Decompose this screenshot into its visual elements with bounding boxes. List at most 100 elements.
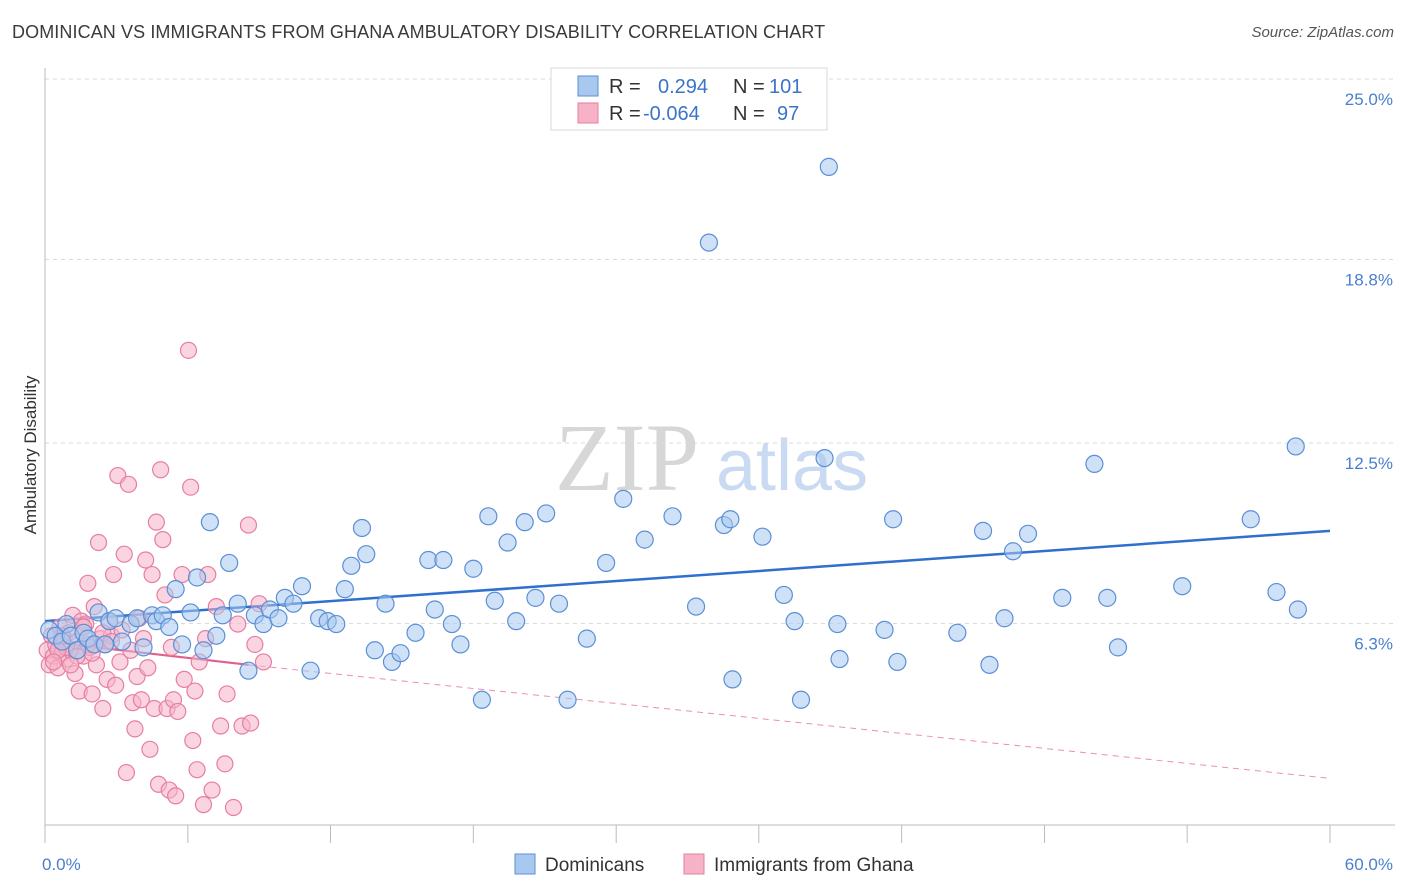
ghana-point (79, 574, 97, 592)
dominican-point (785, 612, 804, 631)
dominican-point (791, 690, 811, 709)
dominican-point (451, 635, 470, 654)
dominican-point (721, 510, 740, 529)
ghana-point (194, 796, 213, 814)
ghana-point (167, 787, 185, 805)
ghana-point (229, 615, 247, 633)
ghana-point (254, 653, 273, 671)
ghana-point (119, 475, 138, 493)
bottom-legend-label-ghana: Immigrants from Ghana (714, 855, 914, 876)
dominican-point (68, 641, 87, 660)
dominican-point (292, 577, 312, 596)
ghana-point (169, 702, 187, 721)
ghana-point (143, 565, 161, 584)
ghana-point (216, 755, 234, 773)
dominican-point (269, 609, 288, 628)
dominican-point (498, 533, 517, 552)
dominican-point (723, 670, 742, 689)
dominican-point (301, 661, 320, 680)
chart-title: DOMINICAN VS IMMIGRANTS FROM GHANA AMBUL… (12, 22, 826, 42)
dominican-point (1241, 510, 1260, 529)
dominican-point (830, 649, 849, 669)
ghana-point (175, 670, 193, 689)
dominican-point (577, 629, 596, 648)
trend-lines (44, 529, 1331, 779)
dominican-point (686, 597, 706, 616)
dominican-point (112, 632, 132, 651)
x-tick-label-max: 60.0% (1345, 855, 1393, 874)
axes (44, 68, 1395, 826)
dominican-point (883, 510, 903, 529)
dominican-point (1288, 600, 1307, 619)
dominican-point (507, 612, 526, 631)
legend-r-label-1: R = (609, 76, 641, 98)
ghana-point (152, 461, 170, 479)
data-points (38, 157, 1307, 817)
ghana-point (117, 763, 135, 782)
y-tick-label: 12.5% (1345, 454, 1393, 473)
ghana-point (242, 714, 260, 732)
dominican-point (526, 588, 545, 607)
dominican-point (391, 644, 410, 663)
dominican-point (284, 594, 303, 613)
ghana-point (212, 717, 230, 735)
dominican-point (1286, 437, 1305, 456)
dominican-point (753, 527, 772, 546)
legend-n-label-1: N = (733, 76, 765, 98)
dominican-point (95, 635, 115, 654)
bottom-legend-label-dominicans: Dominicans (545, 855, 644, 876)
dominican-point (819, 157, 838, 176)
dominican-point (479, 507, 498, 526)
y-tick-label: 6.3% (1354, 635, 1393, 654)
dominican-point (434, 550, 453, 570)
ghana-point (83, 685, 101, 703)
dominican-point (406, 623, 425, 642)
dominican-point (973, 521, 993, 540)
axis-labels: 6.3% 12.5% 18.8% 25.0% 0.0% 60.0% (42, 90, 1393, 874)
ghana-point (104, 565, 123, 584)
dominican-point (342, 556, 361, 575)
dominican-point (200, 513, 220, 532)
dominican-point (220, 553, 239, 573)
ghana-point (62, 656, 80, 674)
dominican-point (352, 518, 372, 538)
ghana-point (132, 691, 150, 709)
dominican-point (134, 638, 153, 657)
ghana-point (141, 740, 159, 758)
ghana-point (182, 478, 200, 496)
dominican-point (464, 559, 483, 578)
legend-r-value-1: 0.294 (658, 76, 708, 98)
dominican-point (537, 504, 556, 523)
ghana-point (94, 699, 112, 718)
dominican-point (213, 606, 232, 625)
dominican-point (515, 513, 534, 532)
dominican-point (357, 545, 376, 564)
ghana-point (115, 545, 133, 563)
ghana-point (239, 516, 258, 534)
bottom-legend-swatch-ghana (683, 853, 705, 875)
dominican-point (127, 609, 147, 628)
dominican-point (181, 603, 200, 622)
ghana-point (179, 341, 198, 359)
dominican-point (888, 652, 907, 672)
ghana-point (44, 653, 63, 671)
dominican-point (597, 553, 616, 573)
dominican-point (207, 626, 226, 645)
dominican-point (365, 641, 384, 660)
dominican-point (558, 690, 577, 709)
dominican-point (1003, 542, 1023, 561)
dominican-point (1053, 588, 1072, 607)
dominican-point (774, 585, 793, 605)
dominican-point (228, 594, 247, 613)
bottom-legend: Dominicans Immigrants from Ghana (514, 853, 914, 876)
watermark-atlas: atlas (716, 426, 868, 506)
ghana-point (89, 533, 108, 552)
dominican-point (335, 580, 354, 599)
x-tick-label-min: 0.0% (42, 855, 81, 874)
legend-swatch-pink (577, 102, 599, 124)
dominican-point (166, 580, 185, 599)
dominican-point (1173, 577, 1192, 596)
dominican-point (1108, 638, 1128, 657)
dominican-point (376, 594, 395, 613)
